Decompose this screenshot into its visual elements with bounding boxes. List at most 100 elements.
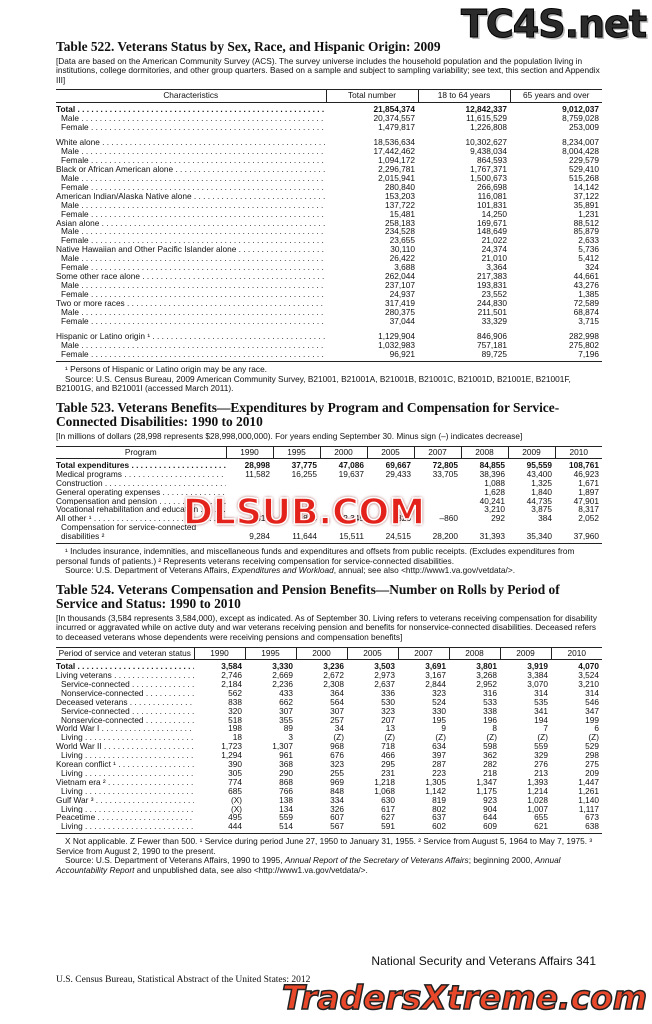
value-cell: 2,669	[272, 669, 293, 680]
value-cell: 1,767,371	[470, 164, 507, 175]
table-row: Deceased veterans 838 662 564 530 524 533 535 54…	[56, 696, 602, 707]
table-row: Native Hawaiian and Other Pacific Island…	[56, 245, 602, 254]
table-row: Female 3,688 3,364 324	[56, 263, 602, 272]
table-row: Service-connected 2,184 2,236 2,308 2,637 2,8…	[56, 678, 602, 689]
value-cell: 334	[330, 794, 344, 805]
value-cell: 211,501	[477, 306, 507, 317]
row-label: Compensation and pension	[56, 497, 226, 506]
value-cell: 2,844	[425, 678, 446, 689]
row-label: Living	[61, 805, 194, 814]
row-label: Female	[61, 210, 326, 219]
value-cell: 253,009	[569, 121, 599, 132]
row-label: Compensation for service-connected disab…	[61, 523, 197, 542]
table-row: Total 3,584 3,330 3,236 3,503 3,691 3,801 3,919…	[56, 660, 602, 671]
value-cell: 134	[279, 803, 293, 814]
value-cell: 384	[538, 513, 552, 524]
row-label-cell: Total	[56, 660, 194, 671]
source-note: Source: U.S. Department of Veterans Affa…	[56, 565, 602, 576]
value-cell: 5,412	[578, 253, 599, 264]
row-label: Female	[61, 317, 326, 326]
row-label-cell: Asian alone	[56, 219, 326, 228]
value-cell: 275,802	[569, 340, 599, 351]
value-cell: 826	[397, 513, 411, 524]
content: Table 522. Veterans Status by Sex, Race,…	[56, 39, 602, 883]
value-cell: 21,010	[481, 253, 507, 264]
row-label: Living	[61, 822, 194, 831]
row-label-cell: Some other race alone	[56, 272, 326, 281]
row-label-cell: Male	[56, 227, 326, 236]
table-row: Total 21,854,374 12,842,337 9,012,037	[56, 102, 602, 114]
value-cell: 3,715	[578, 315, 599, 326]
value-cell: 292	[491, 513, 505, 524]
value-cell: 9,284	[249, 531, 270, 542]
value-cell: 287	[432, 759, 446, 770]
value-cell: 21,854,374	[373, 103, 415, 114]
value-cell: 518	[228, 714, 242, 725]
table-row: Total expenditures 28,998 37,775 47,086 69,6…	[56, 458, 602, 470]
value-cell: 685	[228, 785, 242, 796]
value-cell: 757,181	[477, 340, 507, 351]
value-cell: 1,231	[578, 208, 599, 219]
source-note: Source: U.S. Census Bureau, 2009 America…	[56, 374, 602, 394]
value-cell: 1,347	[476, 776, 497, 787]
value-cell: 3,070	[527, 678, 548, 689]
value-cell: 968	[330, 741, 344, 752]
value-cell: 207	[381, 714, 395, 725]
value-cell: 217,383	[477, 271, 507, 281]
table-row: Male 1,032,983 757,181 275,802	[56, 341, 602, 350]
value-cell: 7,196	[578, 349, 599, 360]
value-cell: 559	[534, 741, 548, 752]
value-cell: 89	[283, 723, 293, 734]
row-label-cell: Hispanic or Latino origin ¹	[56, 327, 326, 341]
row-label-cell: Male	[56, 201, 326, 210]
row-label: Construction	[56, 479, 226, 488]
value-cell: 546	[585, 696, 599, 707]
row-label: Service-connected	[61, 680, 194, 689]
table-head: Period of service and veteran status 1990…	[56, 646, 602, 661]
value-cell: 148,649	[477, 226, 507, 237]
row-label: Vietnam era ²	[56, 778, 194, 787]
value-cell: 89,725	[481, 349, 507, 360]
table-body: Total expenditures 28,998 37,775 47,086 69,6…	[56, 458, 602, 543]
value-cell: 244,830	[477, 297, 507, 308]
table-head: Characteristics Total number 18 to 64 year…	[56, 89, 602, 103]
value-cell: 1,385	[578, 288, 599, 299]
row-label: Female	[61, 263, 326, 272]
source-part: Annual Accountability Report	[56, 855, 561, 876]
value-cell: (Z)	[333, 732, 344, 743]
value-cell: 290	[279, 767, 293, 778]
value-cell: 15,481	[389, 208, 415, 219]
value-cell: 444	[228, 821, 242, 832]
value-cell: 10,302,627	[465, 137, 507, 148]
row-label-cell: American Indian/Alaska Native alone	[56, 192, 326, 201]
value-cell: 11,582	[245, 468, 270, 479]
value-cell: 766	[279, 785, 293, 796]
column-header: 18 to 64 years	[417, 89, 510, 103]
footer-section: National Security and Veterans Affairs 3…	[371, 954, 596, 968]
table-section: Table 522. Veterans Status by Sex, Race,…	[56, 39, 602, 394]
row-label: Male	[61, 254, 326, 263]
value-cell: 198	[228, 723, 242, 734]
data-table: Period of service and veteran status 1990…	[56, 646, 602, 835]
table-row: Living (X) 134 326 617 802 904 1,007 1,117	[56, 803, 602, 814]
value-cell: 3,364	[486, 262, 507, 273]
value-cell: 2,308	[323, 678, 344, 689]
table-row: Vocational rehabilitation and education 3…	[56, 505, 602, 514]
table-row: Compensation for service-connected disab…	[56, 523, 602, 543]
value-cell: (X)	[230, 803, 242, 814]
value-cell: 8,317	[578, 504, 599, 515]
value-cell: 11,615,529	[466, 112, 507, 123]
value-cell: 1,294	[221, 750, 242, 761]
row-label-cell: Female	[56, 236, 326, 245]
value-cell: 3,167	[425, 669, 446, 680]
value-cell: 1,094,172	[378, 155, 415, 166]
row-label-cell: Total	[56, 102, 326, 114]
value-cell: 1,723	[221, 741, 242, 752]
column-header: 2000	[295, 646, 347, 661]
column-header: 2008	[448, 646, 500, 661]
value-cell: 3,503	[374, 661, 395, 672]
value-cell: 18,536,634	[373, 137, 415, 148]
value-cell: 621	[534, 821, 548, 832]
value-cell: 4,070	[578, 661, 599, 672]
source-part: Expenditures and Workload	[231, 565, 334, 576]
